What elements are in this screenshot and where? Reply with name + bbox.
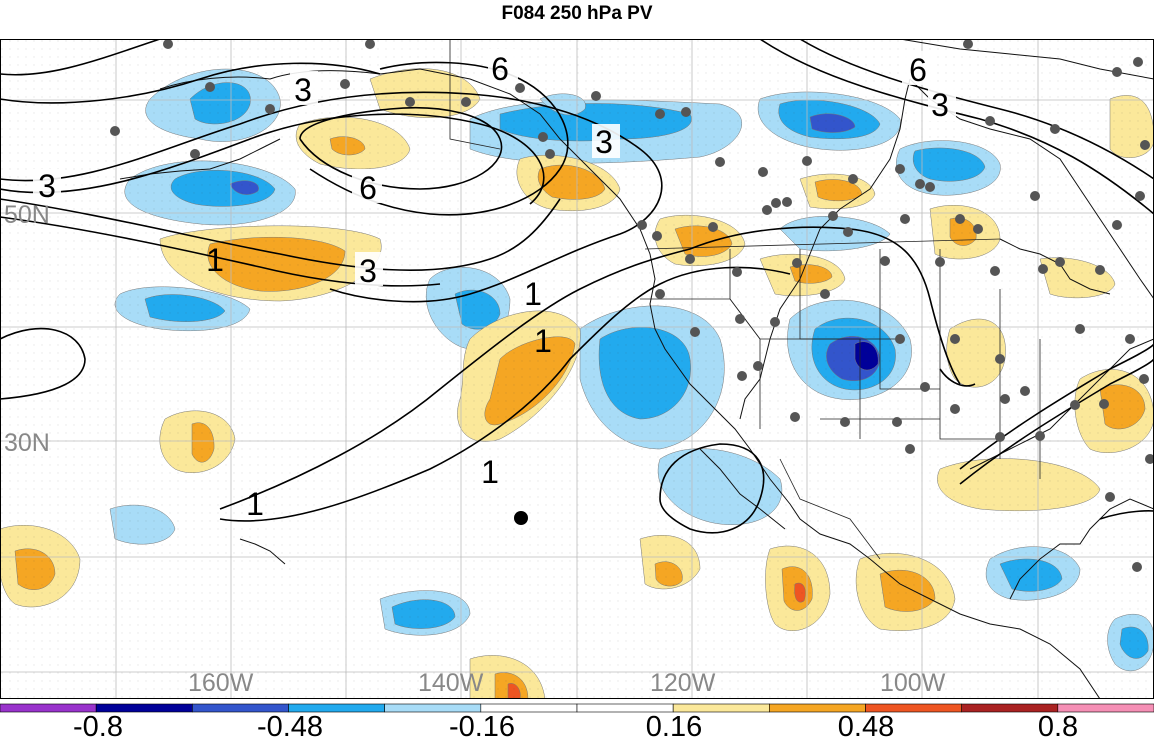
lon-label-140w: 140W (418, 669, 484, 697)
lon-label-100w: 100W (880, 669, 946, 697)
lat-lon-grid (0, 39, 1154, 699)
contour-label: 6 (491, 51, 509, 87)
colorbar-labels: -0.8 -0.48 -0.16 0.16 0.48 0.8 (73, 711, 1078, 739)
lon-label-120w: 120W (650, 669, 716, 697)
marker-point (514, 511, 528, 525)
contour-label: 3 (294, 72, 312, 108)
lon-label-160w: 160W (188, 669, 254, 697)
contour-label: 3 (38, 168, 56, 204)
contour-label: 3 (595, 124, 613, 160)
pv-map: 6 6 6 3 3 3 3 3 1 1 1 1 1 50N 30N 160W (0, 39, 1154, 699)
contour-label: 3 (359, 253, 377, 289)
colorbar-tick-label: 0.48 (838, 711, 894, 739)
colorbar-boxes (0, 703, 1154, 713)
contour-label: 6 (909, 52, 927, 88)
colorbar-tick-label: 0.8 (1038, 711, 1078, 739)
station-dots (110, 39, 1154, 572)
colorbar: -0.8 -0.48 -0.16 0.16 0.48 0.8 (0, 703, 1154, 739)
contour-label: 3 (931, 87, 949, 123)
contour-label: 1 (206, 242, 224, 278)
colorbar-tick-label: -0.16 (449, 711, 515, 739)
state-borders (449, 39, 1041, 560)
pv-contours (0, 39, 1154, 534)
lat-label-30n: 30N (4, 429, 50, 457)
colorbar-tick-label: 0.16 (646, 711, 702, 739)
axis-labels: 50N 30N 160W 140W 120W 100W (4, 201, 946, 697)
contour-label: 1 (481, 454, 499, 490)
contour-label: 1 (524, 276, 542, 312)
contour-label: 1 (246, 486, 264, 522)
contour-label: 6 (359, 170, 377, 206)
lat-label-50n: 50N (4, 201, 50, 229)
contour-labels: 6 6 6 3 3 3 3 3 1 1 1 1 1 (33, 49, 956, 522)
contour-label: 1 (534, 323, 552, 359)
colorbar-tick-label: -0.8 (73, 711, 123, 739)
colorbar-tick-label: -0.48 (257, 711, 323, 739)
map-title: F084 250 hPa PV (501, 3, 653, 24)
